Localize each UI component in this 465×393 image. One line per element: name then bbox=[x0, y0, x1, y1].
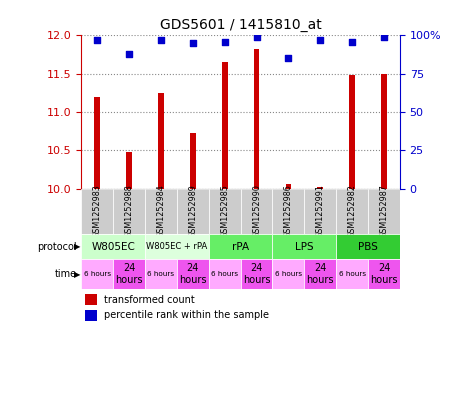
Point bbox=[157, 37, 165, 43]
Bar bbox=[222, 62, 227, 189]
Text: percentile rank within the sample: percentile rank within the sample bbox=[104, 310, 269, 320]
Point bbox=[189, 40, 197, 46]
Bar bbox=[368, 189, 400, 234]
Bar bbox=[336, 259, 368, 289]
Text: 24
hours: 24 hours bbox=[179, 263, 206, 285]
Point bbox=[285, 55, 292, 61]
Bar bbox=[254, 49, 259, 189]
Text: 6 hours: 6 hours bbox=[211, 271, 238, 277]
Bar bbox=[272, 234, 336, 259]
Text: GSM1252991: GSM1252991 bbox=[316, 184, 325, 238]
Text: protocol: protocol bbox=[37, 242, 77, 252]
Text: GSM1252986: GSM1252986 bbox=[284, 184, 293, 238]
Bar bbox=[85, 294, 97, 305]
Title: GDS5601 / 1415810_at: GDS5601 / 1415810_at bbox=[160, 18, 321, 31]
Bar bbox=[177, 259, 209, 289]
Bar bbox=[209, 189, 241, 234]
Text: W805EC + rPA: W805EC + rPA bbox=[146, 242, 207, 251]
Bar bbox=[336, 234, 400, 259]
Bar bbox=[209, 259, 241, 289]
Text: GSM1252985: GSM1252985 bbox=[220, 184, 229, 238]
Bar bbox=[94, 97, 100, 189]
Bar bbox=[241, 189, 272, 234]
Text: ▶: ▶ bbox=[74, 270, 81, 279]
Bar bbox=[349, 75, 355, 189]
Text: GSM1252982: GSM1252982 bbox=[348, 184, 357, 238]
Bar bbox=[145, 189, 177, 234]
Text: transformed count: transformed count bbox=[104, 295, 194, 305]
Bar bbox=[81, 234, 145, 259]
Bar bbox=[81, 259, 113, 289]
Text: GSM1252989: GSM1252989 bbox=[188, 184, 197, 238]
Point bbox=[317, 37, 324, 43]
Bar bbox=[145, 234, 209, 259]
Text: 6 hours: 6 hours bbox=[147, 271, 174, 277]
Bar bbox=[126, 152, 132, 189]
Point bbox=[380, 34, 388, 40]
Text: PBS: PBS bbox=[358, 242, 378, 252]
Text: W805EC: W805EC bbox=[91, 242, 135, 252]
Bar bbox=[272, 259, 305, 289]
Bar bbox=[158, 93, 164, 189]
Text: GSM1252987: GSM1252987 bbox=[379, 184, 388, 238]
Text: GSM1252988: GSM1252988 bbox=[125, 184, 133, 238]
Point bbox=[253, 34, 260, 40]
Bar bbox=[381, 73, 387, 189]
Bar bbox=[145, 259, 177, 289]
Text: 24
hours: 24 hours bbox=[370, 263, 398, 285]
Bar bbox=[318, 187, 323, 189]
Text: GSM1252990: GSM1252990 bbox=[252, 184, 261, 238]
Bar bbox=[113, 189, 145, 234]
Text: 24
hours: 24 hours bbox=[243, 263, 270, 285]
Text: GSM1252984: GSM1252984 bbox=[157, 184, 166, 238]
Bar bbox=[241, 259, 272, 289]
Text: 24
hours: 24 hours bbox=[306, 263, 334, 285]
Text: 6 hours: 6 hours bbox=[84, 271, 111, 277]
Point bbox=[93, 37, 101, 43]
Text: LPS: LPS bbox=[295, 242, 314, 252]
Bar bbox=[272, 189, 305, 234]
Text: 6 hours: 6 hours bbox=[275, 271, 302, 277]
Point bbox=[348, 39, 356, 45]
Bar bbox=[209, 234, 272, 259]
Bar bbox=[81, 189, 113, 234]
Bar bbox=[305, 259, 336, 289]
Point bbox=[126, 51, 133, 57]
Text: ▶: ▶ bbox=[74, 242, 81, 251]
Bar bbox=[190, 134, 196, 189]
Bar bbox=[177, 189, 209, 234]
Point bbox=[221, 39, 228, 45]
Text: time: time bbox=[54, 269, 77, 279]
Bar bbox=[286, 184, 291, 189]
Bar bbox=[336, 189, 368, 234]
Text: GSM1252983: GSM1252983 bbox=[93, 184, 102, 238]
Bar bbox=[113, 259, 145, 289]
Text: 6 hours: 6 hours bbox=[339, 271, 365, 277]
Bar bbox=[85, 310, 97, 321]
Text: rPA: rPA bbox=[232, 242, 249, 252]
Bar bbox=[368, 259, 400, 289]
Text: 24
hours: 24 hours bbox=[115, 263, 143, 285]
Bar bbox=[305, 189, 336, 234]
